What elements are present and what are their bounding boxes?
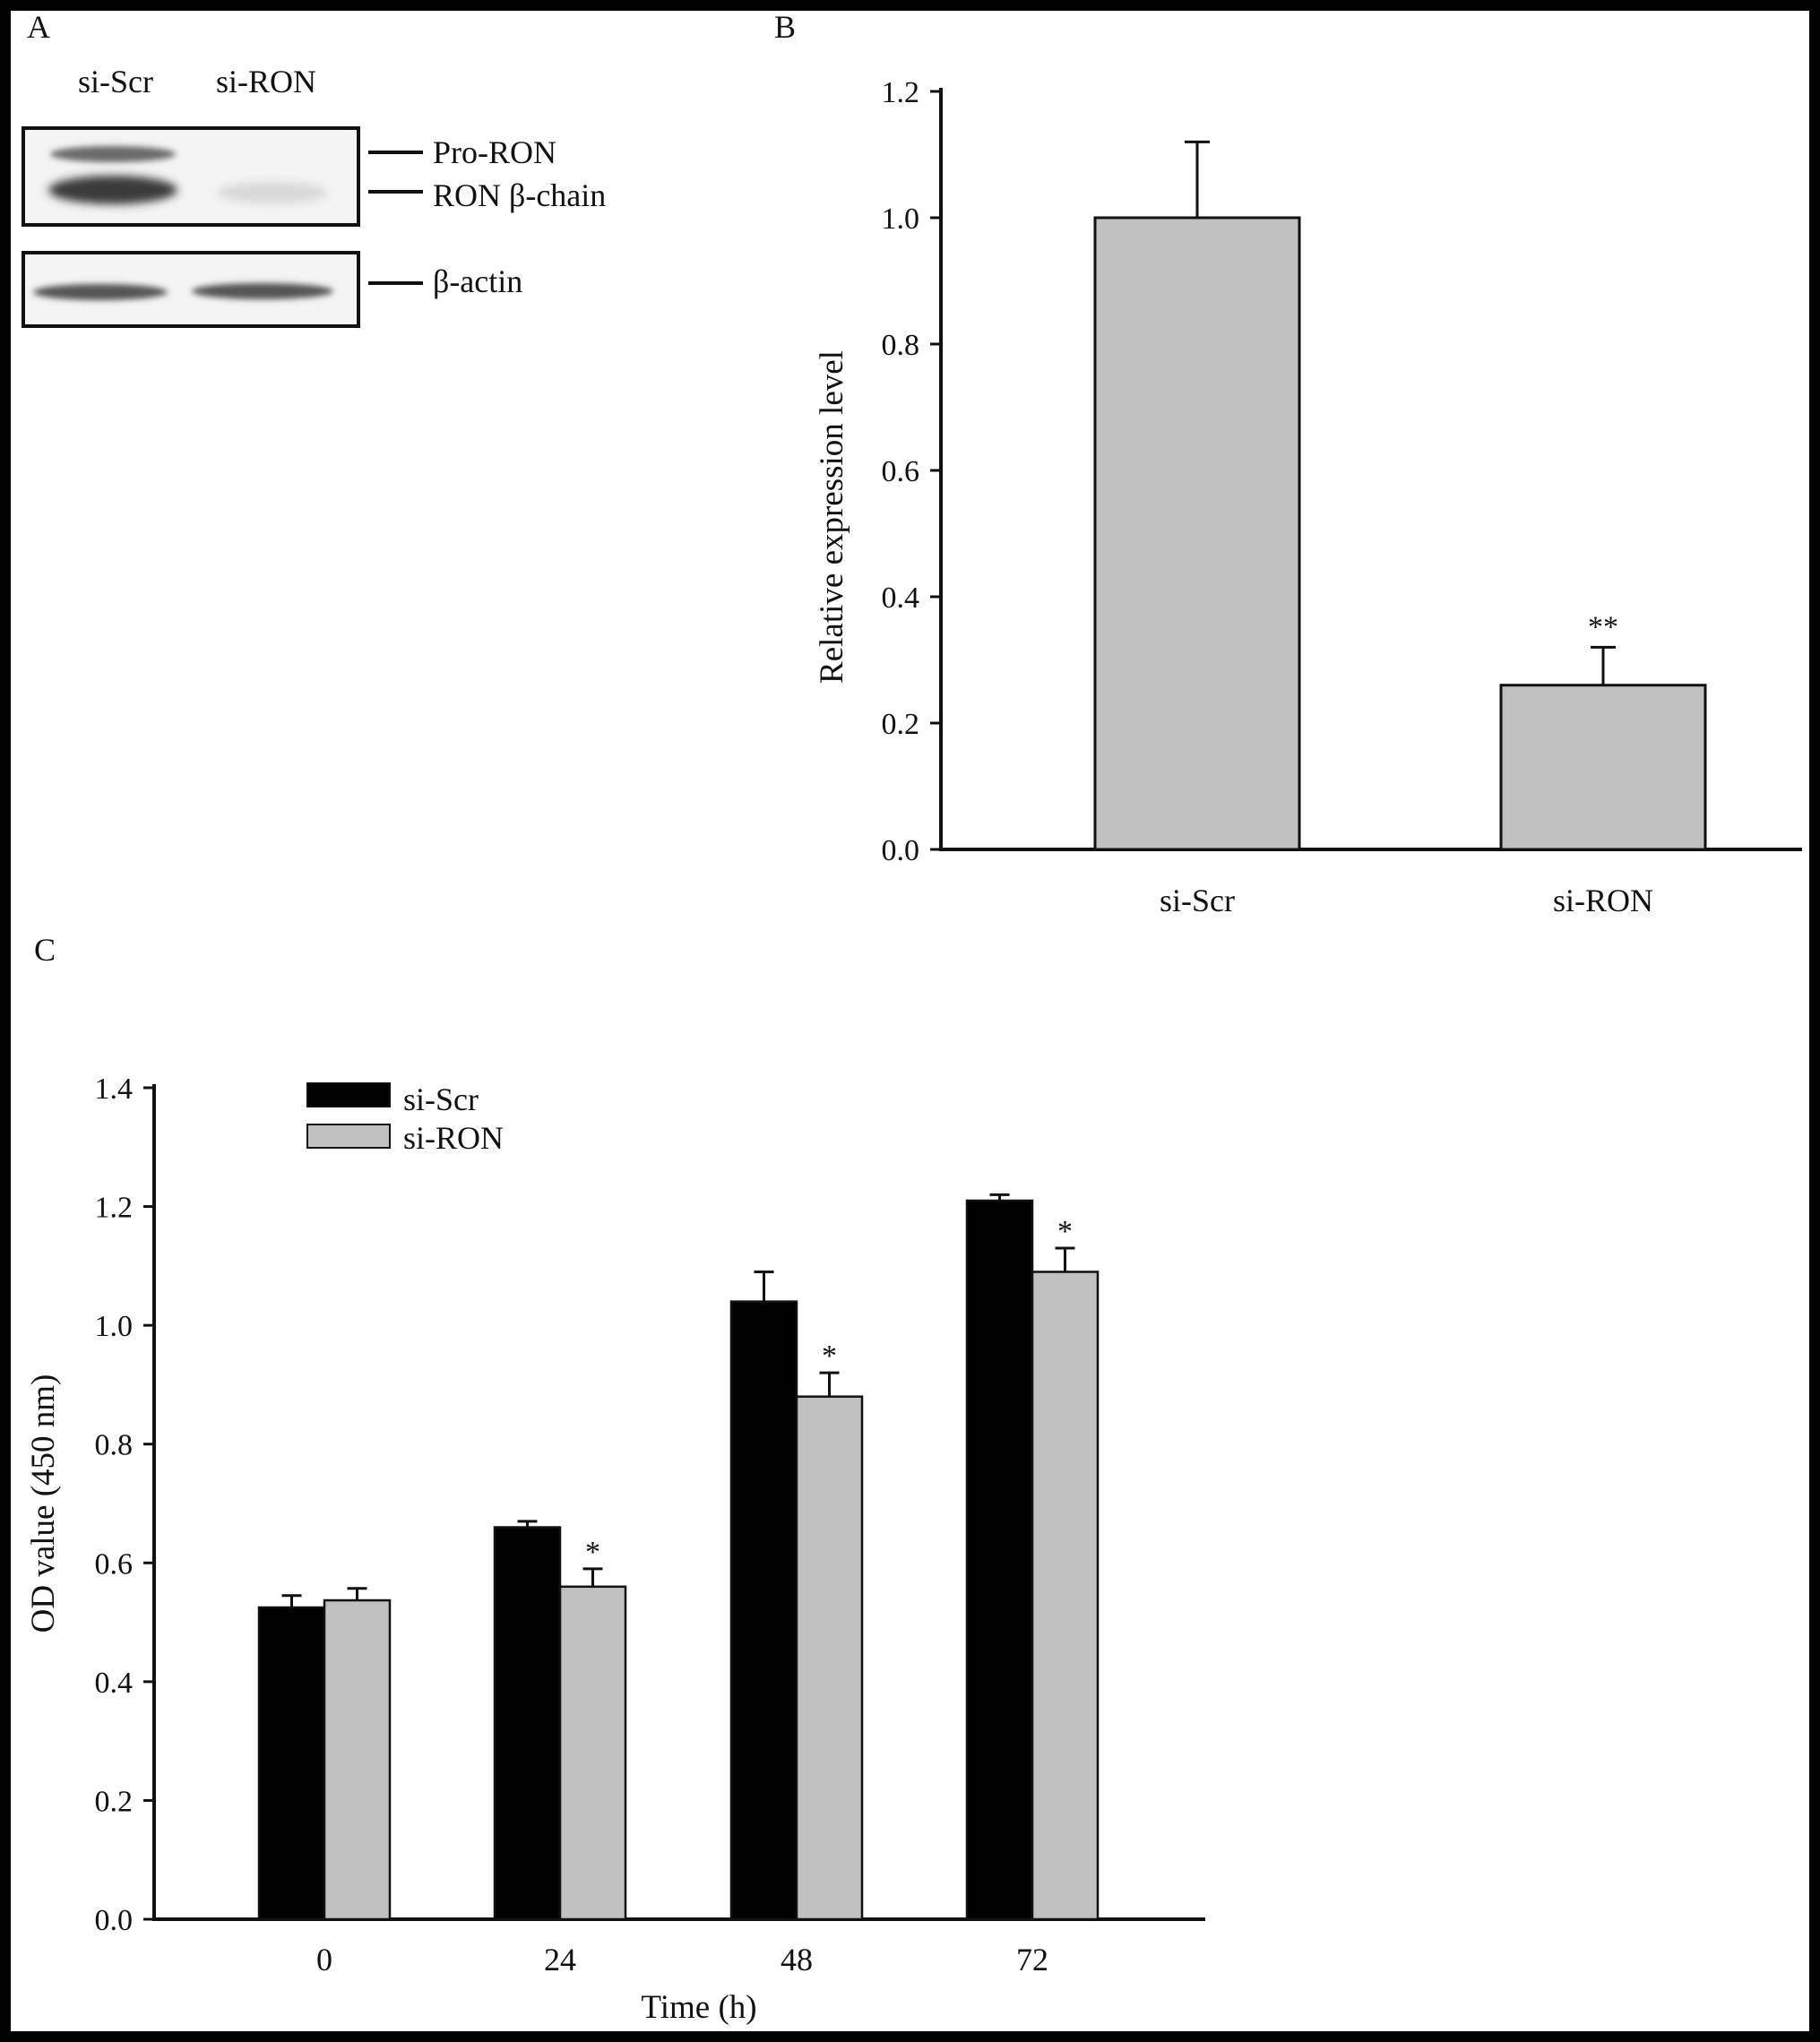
y-tick-label-c: 1.2 — [95, 1192, 134, 1225]
legend-label-si-RON: si-RON — [403, 1120, 504, 1156]
y-axis-label-c: OD value (450 nm) — [25, 1374, 62, 1633]
bar-b-si-RON — [1499, 684, 1707, 851]
figure: A B C si-Scr si-RON Pro-RON RON β-chain … — [11, 11, 1809, 2031]
bar-b-si-Scr — [1093, 216, 1301, 851]
significance-mark-c: * — [822, 1340, 837, 1373]
bar-c-si-RON-48 — [795, 1395, 864, 1921]
panel-label-c: C — [34, 932, 56, 968]
significance-mark-c: * — [585, 1536, 600, 1569]
chart-b: 0.0 0.2 0.4 0.6 0.8 1.0 1.2 si-Scr si-RON ** Relat… — [814, 76, 1802, 918]
y-tick-label-c: 1.4 — [95, 1073, 134, 1106]
panel-label-b: B — [774, 11, 796, 45]
y-tick-label-b: 1.2 — [882, 76, 920, 109]
bar-c-si-Scr-72 — [965, 1199, 1034, 1921]
legend-label-si-Scr: si-Scr — [403, 1081, 479, 1117]
band-label-actin: β-actin — [433, 263, 522, 299]
y-tick-label-b: 1.0 — [882, 202, 920, 236]
bar-c-si-RON-24 — [558, 1585, 627, 1921]
band-ron-beta-si-ron — [217, 182, 328, 203]
y-axis-label-b: Relative expression level — [814, 350, 850, 684]
y-tick-label-c: 0.4 — [95, 1667, 134, 1700]
figure-svg: A B C si-Scr si-RON Pro-RON RON β-chain … — [22, 11, 1802, 2026]
y-tick-label-b: 0.2 — [882, 708, 920, 741]
y-tick-label-c: 0.6 — [95, 1547, 134, 1581]
lane-label-si-ron: si-RON — [216, 64, 316, 99]
significance-mark-c: * — [1057, 1215, 1073, 1248]
x-tick-label-c: 0 — [316, 1942, 332, 1977]
blot-membrane-ron — [22, 126, 360, 227]
band-pro-ron-si-scr — [50, 146, 176, 162]
legend-swatch-si-Scr — [306, 1082, 391, 1107]
lane-label-si-scr: si-Scr — [78, 64, 153, 99]
y-tick-label-c: 0.8 — [95, 1429, 134, 1462]
band-label-ron-beta: RON β-chain — [433, 177, 606, 213]
y-tick-label-b: 0.0 — [882, 834, 920, 867]
y-tick-label-b: 0.6 — [882, 455, 920, 488]
chart-c: 0.0 0.2 0.4 0.6 0.8 1.0 1.2 1.4 0 * 24 * 48 * 72 Time (… — [25, 1073, 1205, 2026]
legend-swatch-si-RON — [306, 1124, 391, 1149]
bar-c-si-RON-72 — [1031, 1271, 1100, 1921]
band-actin-si-ron — [192, 283, 333, 299]
significance-mark-b: ** — [1588, 610, 1618, 643]
x-tick-label-b: si-Scr — [1160, 883, 1235, 918]
x-tick-label-c: 24 — [544, 1942, 576, 1977]
bar-c-si-Scr-48 — [729, 1300, 798, 1921]
panel-label-a: A — [27, 11, 50, 45]
bar-c-si-Scr-24 — [493, 1526, 562, 1921]
x-tick-label-b: si-RON — [1553, 883, 1653, 918]
x-tick-label-c: 72 — [1016, 1942, 1048, 1977]
band-ron-beta-si-scr — [48, 176, 177, 204]
y-tick-label-b: 0.4 — [882, 582, 920, 615]
band-label-pro-ron: Pro-RON — [433, 134, 556, 170]
y-tick-label-b: 0.8 — [882, 329, 920, 362]
y-tick-label-c: 0.2 — [95, 1785, 134, 1818]
bar-c-si-RON-0 — [323, 1598, 392, 1921]
x-tick-label-c: 48 — [781, 1942, 813, 1977]
y-tick-label-c: 0.0 — [95, 1904, 134, 1937]
band-actin-si-scr — [33, 284, 168, 300]
y-tick-label-c: 1.0 — [95, 1310, 134, 1343]
western-blot: si-Scr si-RON Pro-RON RON β-chain β-acti… — [22, 64, 606, 328]
x-axis-label-c: Time (h) — [641, 1989, 756, 2026]
bar-c-si-Scr-0 — [257, 1606, 326, 1921]
